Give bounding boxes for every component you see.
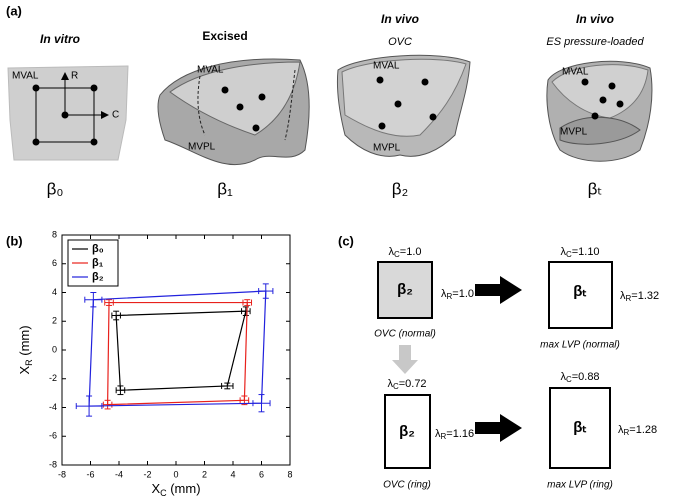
x-tick-label: 6 bbox=[259, 469, 264, 479]
x-error-bar bbox=[104, 299, 114, 306]
lambda-r: λR=1.0 bbox=[441, 288, 474, 301]
plot: -8 -6 -4 -2 0 2 4 6 8 -8 -6 -4 -2 0 2 4 6 8 β₀ β₁ β₂ bbox=[49, 229, 293, 479]
region-label: MVPL bbox=[188, 142, 216, 153]
x-tick-label: -6 bbox=[86, 469, 94, 479]
lambda-r: λR=1.28 bbox=[618, 424, 657, 437]
legend-label: β₁ bbox=[92, 257, 104, 269]
state-symbol: βₜ bbox=[573, 419, 587, 436]
y-tick-label: 8 bbox=[52, 229, 57, 239]
region-label: MVAL bbox=[12, 71, 39, 82]
config-symbol: β₀ bbox=[47, 179, 64, 198]
panel-label: (c) bbox=[338, 233, 354, 248]
x-error-bar bbox=[221, 382, 234, 389]
config-symbol: β₂ bbox=[392, 179, 408, 198]
column-title: Excised bbox=[202, 29, 247, 43]
y-tick-label: -6 bbox=[49, 431, 57, 441]
lambda-r: λR=1.32 bbox=[620, 290, 659, 303]
state-caption: OVC (normal) bbox=[374, 329, 436, 340]
axis-label: R bbox=[71, 71, 78, 82]
region-label: MVPL bbox=[560, 127, 588, 138]
region-label: MVAL bbox=[373, 61, 400, 72]
legend-label: β₀ bbox=[92, 243, 104, 255]
x-tick-label: 0 bbox=[173, 469, 178, 479]
lambda-r: λR=1.16 bbox=[435, 428, 474, 441]
y-tick-label: 0 bbox=[52, 344, 57, 354]
in-vitro-sheet bbox=[7, 65, 129, 161]
panel-label: (b) bbox=[6, 233, 23, 248]
config-symbol: β₁ bbox=[217, 179, 233, 198]
state-symbol: βₜ bbox=[573, 283, 587, 300]
region-label: MVAL bbox=[562, 67, 589, 78]
x-tick-label: 2 bbox=[202, 469, 207, 479]
lambda-c: λC=1.0 bbox=[389, 246, 422, 259]
x-error-bar bbox=[102, 401, 113, 408]
y-tick-label: 2 bbox=[52, 316, 57, 326]
lambda-c: λC=0.88 bbox=[560, 371, 599, 384]
x-error-bar bbox=[242, 299, 253, 306]
legend-label: β₂ bbox=[92, 271, 104, 283]
state-symbol: β₂ bbox=[397, 281, 413, 298]
region-label: MVAL bbox=[197, 65, 224, 76]
lambda-c: λC=1.10 bbox=[560, 246, 599, 259]
state-caption: max LVP (ring) bbox=[547, 480, 613, 491]
ovc-surface bbox=[337, 54, 471, 157]
x-error-bar bbox=[84, 296, 103, 303]
region-label: MVPL bbox=[373, 143, 401, 154]
y-tick-label: 6 bbox=[52, 258, 57, 268]
state-caption: OVC (ring) bbox=[383, 480, 431, 491]
x-error-bar bbox=[241, 308, 251, 315]
y-tick-label: -8 bbox=[49, 459, 57, 469]
panel-label: (a) bbox=[6, 3, 22, 18]
x-error-bar bbox=[252, 400, 271, 407]
axis-label: C bbox=[112, 110, 119, 121]
y-tick-label: -2 bbox=[49, 373, 57, 383]
state-caption: max LVP (normal) bbox=[540, 340, 620, 351]
lambda-c: λC=0.72 bbox=[387, 378, 426, 391]
x-axis-label: XC (mm) bbox=[151, 481, 200, 498]
y-tick-label: -4 bbox=[49, 402, 57, 412]
x-tick-label: -2 bbox=[143, 469, 151, 479]
es-surface bbox=[546, 60, 653, 162]
state-diagram bbox=[377, 261, 613, 469]
y-axis-label: XR (mm) bbox=[17, 325, 34, 374]
state-symbol: β₂ bbox=[399, 423, 415, 440]
x-error-bar bbox=[115, 387, 126, 394]
x-tick-label: -4 bbox=[115, 469, 123, 479]
x-error-bar bbox=[239, 397, 250, 404]
x-error-bar bbox=[258, 288, 274, 295]
x-error-bar bbox=[111, 312, 121, 319]
y-tick-label: 4 bbox=[52, 287, 57, 297]
x-tick-label: 4 bbox=[230, 469, 235, 479]
column-title: In vitro bbox=[40, 32, 80, 46]
column-subtitle: ES pressure-loaded bbox=[546, 36, 644, 48]
x-tick-label: 8 bbox=[287, 469, 292, 479]
column-subtitle: OVC bbox=[388, 36, 412, 48]
config-symbol: βₜ bbox=[588, 179, 603, 198]
x-tick-label: -8 bbox=[58, 469, 66, 479]
column-title: In vivo bbox=[381, 12, 419, 26]
x-error-bar bbox=[75, 403, 103, 410]
column-title: In vivo bbox=[576, 12, 614, 26]
excised-surface bbox=[157, 58, 310, 166]
